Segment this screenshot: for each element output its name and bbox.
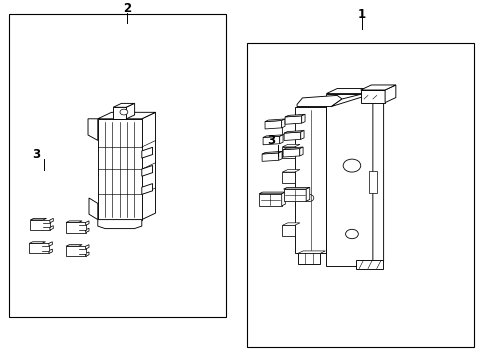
Polygon shape bbox=[98, 119, 142, 220]
Polygon shape bbox=[264, 119, 285, 122]
Polygon shape bbox=[262, 153, 278, 161]
Bar bbox=[246, 43, 473, 347]
Polygon shape bbox=[360, 90, 384, 103]
Polygon shape bbox=[300, 130, 304, 139]
Polygon shape bbox=[282, 223, 299, 225]
Polygon shape bbox=[284, 132, 300, 140]
Polygon shape bbox=[43, 223, 50, 227]
Polygon shape bbox=[282, 147, 294, 158]
Circle shape bbox=[343, 159, 360, 172]
Polygon shape bbox=[282, 123, 294, 134]
Polygon shape bbox=[85, 252, 89, 256]
Polygon shape bbox=[89, 198, 98, 220]
Polygon shape bbox=[49, 249, 52, 253]
Polygon shape bbox=[281, 192, 285, 206]
Polygon shape bbox=[372, 89, 383, 266]
Polygon shape bbox=[285, 116, 301, 124]
Polygon shape bbox=[285, 114, 305, 117]
Polygon shape bbox=[50, 219, 53, 223]
Polygon shape bbox=[88, 119, 98, 140]
Polygon shape bbox=[126, 103, 134, 119]
Polygon shape bbox=[85, 221, 89, 225]
Polygon shape bbox=[297, 253, 319, 264]
Text: 2: 2 bbox=[123, 3, 131, 15]
Polygon shape bbox=[98, 112, 155, 119]
Polygon shape bbox=[259, 194, 281, 206]
Polygon shape bbox=[142, 147, 152, 158]
Polygon shape bbox=[142, 112, 155, 220]
Polygon shape bbox=[360, 85, 395, 90]
Circle shape bbox=[345, 229, 358, 239]
Polygon shape bbox=[299, 147, 303, 156]
Polygon shape bbox=[113, 107, 126, 119]
Polygon shape bbox=[142, 166, 152, 176]
Polygon shape bbox=[66, 221, 82, 222]
Polygon shape bbox=[79, 225, 86, 230]
Polygon shape bbox=[29, 243, 49, 253]
Polygon shape bbox=[282, 225, 294, 236]
Polygon shape bbox=[297, 95, 341, 107]
Polygon shape bbox=[284, 130, 304, 133]
Polygon shape bbox=[326, 89, 383, 94]
Polygon shape bbox=[85, 245, 89, 249]
Polygon shape bbox=[66, 245, 82, 246]
Polygon shape bbox=[384, 85, 395, 103]
Bar bbox=[9, 14, 226, 317]
Polygon shape bbox=[264, 121, 281, 129]
Polygon shape bbox=[66, 246, 85, 256]
Polygon shape bbox=[283, 149, 299, 157]
Polygon shape bbox=[282, 170, 299, 172]
Polygon shape bbox=[278, 151, 282, 160]
Polygon shape bbox=[49, 242, 52, 246]
Polygon shape bbox=[262, 151, 282, 154]
Polygon shape bbox=[259, 192, 285, 194]
Circle shape bbox=[120, 109, 127, 115]
Polygon shape bbox=[50, 226, 53, 230]
Polygon shape bbox=[85, 228, 89, 233]
Polygon shape bbox=[283, 188, 309, 189]
Polygon shape bbox=[282, 121, 299, 123]
Polygon shape bbox=[326, 94, 372, 266]
Polygon shape bbox=[30, 220, 50, 230]
Polygon shape bbox=[263, 136, 279, 145]
Polygon shape bbox=[282, 144, 299, 147]
Text: 3: 3 bbox=[267, 134, 275, 147]
Polygon shape bbox=[331, 89, 383, 107]
Polygon shape bbox=[79, 249, 86, 253]
Polygon shape bbox=[283, 147, 303, 150]
Polygon shape bbox=[297, 251, 325, 253]
Polygon shape bbox=[279, 135, 283, 144]
Polygon shape bbox=[281, 119, 285, 128]
Text: 1: 1 bbox=[357, 8, 365, 21]
Polygon shape bbox=[294, 107, 326, 253]
Polygon shape bbox=[263, 135, 283, 138]
Polygon shape bbox=[301, 114, 305, 123]
Polygon shape bbox=[29, 242, 45, 243]
Circle shape bbox=[304, 194, 313, 202]
Polygon shape bbox=[66, 222, 85, 233]
Polygon shape bbox=[142, 184, 152, 194]
Polygon shape bbox=[42, 246, 49, 251]
Polygon shape bbox=[355, 260, 382, 269]
Text: 3: 3 bbox=[33, 148, 41, 161]
Polygon shape bbox=[283, 189, 305, 201]
Polygon shape bbox=[368, 171, 376, 193]
Polygon shape bbox=[282, 172, 294, 183]
Polygon shape bbox=[113, 103, 134, 107]
Polygon shape bbox=[98, 220, 142, 229]
Polygon shape bbox=[305, 188, 309, 201]
Polygon shape bbox=[30, 219, 46, 220]
